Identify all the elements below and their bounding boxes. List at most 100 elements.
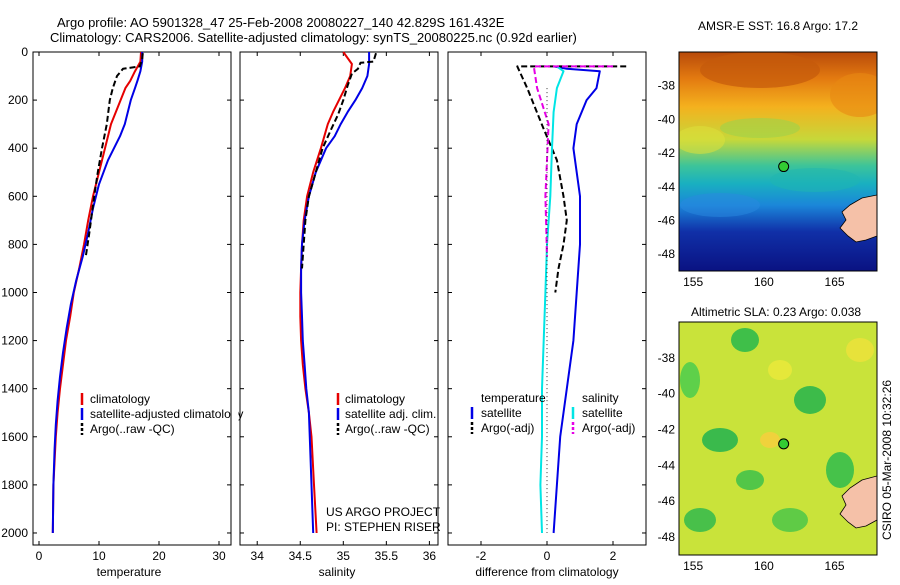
x-tick-label: 34.5 <box>289 549 313 563</box>
sla-low-patch <box>826 452 854 488</box>
map-y-tick-label: -38 <box>658 351 676 365</box>
series-line-temperature-argo-adj- <box>516 65 627 293</box>
y-tick-label: 800 <box>8 237 28 251</box>
land-tasmania <box>839 475 877 529</box>
sla-map <box>679 322 877 555</box>
map-y-tick-label: -46 <box>658 213 676 227</box>
map-y-tick-label: -38 <box>658 79 676 93</box>
map-x-tick-label: 165 <box>825 275 845 289</box>
y-tick-label: 400 <box>8 141 28 155</box>
map-y-tick-label: -46 <box>658 494 676 508</box>
argo-float-marker <box>778 438 790 450</box>
series-line-salinity-satellite <box>539 65 565 534</box>
timestamp-side-label: CSIRO 05-Mar-2008 10:32:26 <box>880 380 894 540</box>
sla-low-patch <box>772 508 808 532</box>
map-x-tick-label: 160 <box>754 275 774 289</box>
y-tick-label: 200 <box>8 93 28 107</box>
sla-low-patch <box>736 470 764 490</box>
difference-xlabel: difference from climatology <box>475 565 618 579</box>
y-tick-label: 1000 <box>1 285 28 299</box>
sla-map-title: Altimetric SLA: 0.23 Argo: 0.038 <box>691 305 861 319</box>
temperature-xlabel: temperature <box>97 565 162 579</box>
sla-low-patch <box>680 362 700 398</box>
sst-green-patch <box>720 118 800 138</box>
temperature-axes <box>32 51 232 546</box>
difference-legend: temperature satellite Argo(-adj) salinit… <box>470 391 635 435</box>
x-tick-label: 34 <box>251 549 265 563</box>
series-line-argo-raw-qc- <box>301 52 377 269</box>
sst-teal-patch <box>770 168 860 192</box>
land-tasmania <box>839 194 877 243</box>
legend-label-temp-satellite: satellite <box>481 406 522 420</box>
series-line-satellite-adj-clim- <box>300 52 371 534</box>
y-tick-label: 2000 <box>1 526 28 540</box>
argo-float-marker <box>778 161 790 173</box>
x-tick-label: 10 <box>92 549 106 563</box>
salinity-legend: climatology satellite adj. clim. Argo(..… <box>336 392 436 436</box>
legend-title-temperature: temperature <box>481 391 546 405</box>
sst-warm-patch <box>830 73 877 117</box>
map-y-tick-label: -42 <box>658 146 676 160</box>
legend-label-satellite: satellite-adjusted climatology <box>90 407 243 421</box>
x-tick-label: 0 <box>36 549 43 563</box>
project-label: US ARGO PROJECT <box>326 505 441 519</box>
y-tick-label: 1200 <box>1 334 28 348</box>
map-y-tick-label: -40 <box>658 387 676 401</box>
legend-overflow-mask <box>231 390 239 440</box>
sst-map-title: AMSR-E SST: 16.8 Argo: 17.2 <box>698 19 858 33</box>
sla-low-patch <box>794 386 826 414</box>
legend-label-argo: Argo(..raw -QC) <box>90 422 175 436</box>
sla-high-patch <box>768 360 792 380</box>
y-tick-label: 0 <box>21 45 28 59</box>
map-y-tick-label: -48 <box>658 530 676 544</box>
sla-high-patch <box>846 338 874 362</box>
sst-warm-patch <box>700 52 820 88</box>
series-line-climatology <box>299 51 353 534</box>
legend-title-salinity: salinity <box>582 391 619 405</box>
legend-label-sal-argo: Argo(-adj) <box>582 421 635 435</box>
salinity-xlabel: salinity <box>319 565 356 579</box>
map-y-tick-label: -40 <box>658 112 676 126</box>
sla-low-patch <box>702 428 738 452</box>
figure-title-line2: Climatology: CARS2006. Satellite-adjuste… <box>50 30 577 45</box>
tick-layer: 0 10 20 30020040060080010001200140016001800… <box>1 45 845 573</box>
map-x-tick-label: 155 <box>683 559 703 573</box>
sst-blue-patch <box>680 193 760 217</box>
map-y-tick-label: -44 <box>658 458 676 472</box>
map-x-tick-label: 160 <box>754 559 774 573</box>
legend-label-argo: Argo(..raw -QC) <box>345 422 430 436</box>
x-tick-label: -2 <box>476 549 487 563</box>
map-y-tick-label: -48 <box>658 247 676 261</box>
temperature-legend: climatology satellite-adjusted climatolo… <box>80 392 243 436</box>
x-tick-label: 0 <box>544 549 551 563</box>
sla-high-patch <box>760 432 780 448</box>
series-line-temperature-satellite <box>552 65 601 534</box>
x-tick-label: 36 <box>423 549 437 563</box>
series-line-climatology <box>51 51 142 534</box>
sla-low-patch <box>684 508 716 532</box>
series-line-argo-raw-qc- <box>84 53 144 257</box>
x-tick-label: 35.5 <box>375 549 399 563</box>
legend-label-sal-satellite: satellite <box>582 406 623 420</box>
pi-label: PI: STEPHEN RISER <box>326 520 441 534</box>
legend-label-satellite: satellite adj. clim. <box>345 407 436 421</box>
sla-low-patch <box>731 328 759 352</box>
sst-yellow-patch <box>679 126 725 154</box>
map-y-tick-label: -42 <box>658 423 676 437</box>
y-tick-label: 1600 <box>1 430 28 444</box>
y-tick-label: 600 <box>8 189 28 203</box>
series-line-satellite-adjusted-climatology <box>51 52 144 534</box>
x-tick-label: 20 <box>152 549 166 563</box>
map-x-tick-label: 165 <box>825 559 845 573</box>
series-layer <box>51 51 627 534</box>
legend-label-climatology: climatology <box>345 392 405 406</box>
x-tick-label: 35 <box>337 549 351 563</box>
y-tick-label: 1800 <box>1 478 28 492</box>
x-tick-label: 2 <box>610 549 617 563</box>
map-x-tick-label: 155 <box>683 275 703 289</box>
series-line-salinity-argo-adj- <box>532 65 613 257</box>
sst-map <box>679 52 877 271</box>
sla-map-frame <box>678 321 878 556</box>
